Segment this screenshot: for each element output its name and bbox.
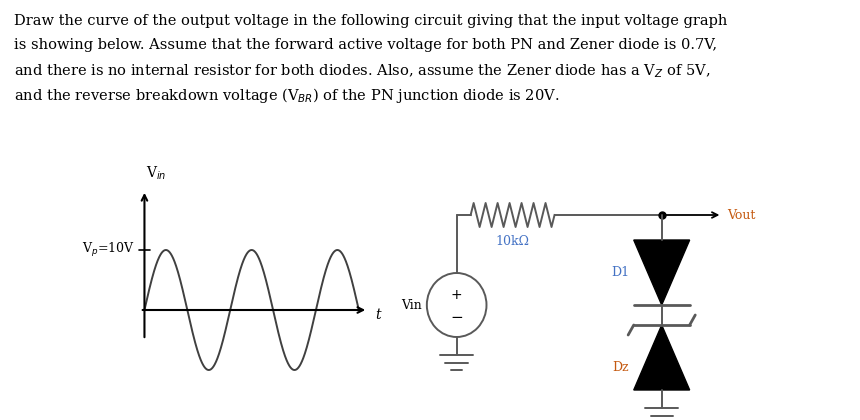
Text: V$_p$=10V: V$_p$=10V <box>83 241 135 259</box>
Text: +: + <box>451 288 463 302</box>
Text: −: − <box>451 310 463 325</box>
Text: Vout: Vout <box>727 208 755 221</box>
Text: is showing below. Assume that the forward active voltage for both PN and Zener d: is showing below. Assume that the forwar… <box>14 38 717 52</box>
Polygon shape <box>634 325 690 390</box>
Text: t: t <box>376 308 381 322</box>
Text: Dz: Dz <box>612 361 629 374</box>
Text: Vin: Vin <box>402 299 422 312</box>
Text: V$_{in}$: V$_{in}$ <box>146 165 167 182</box>
Text: and the reverse breakdown voltage (V$_{BR}$) of the PN junction diode is 20V.: and the reverse breakdown voltage (V$_{B… <box>14 86 559 105</box>
Text: Draw the curve of the output voltage in the following circuit giving that the in: Draw the curve of the output voltage in … <box>14 14 728 28</box>
Polygon shape <box>634 240 690 305</box>
Text: D1: D1 <box>611 266 629 279</box>
Text: 10kΩ: 10kΩ <box>495 235 530 248</box>
Text: and there is no internal resistor for both diodes. Also, assume the Zener diode : and there is no internal resistor for bo… <box>14 62 710 80</box>
